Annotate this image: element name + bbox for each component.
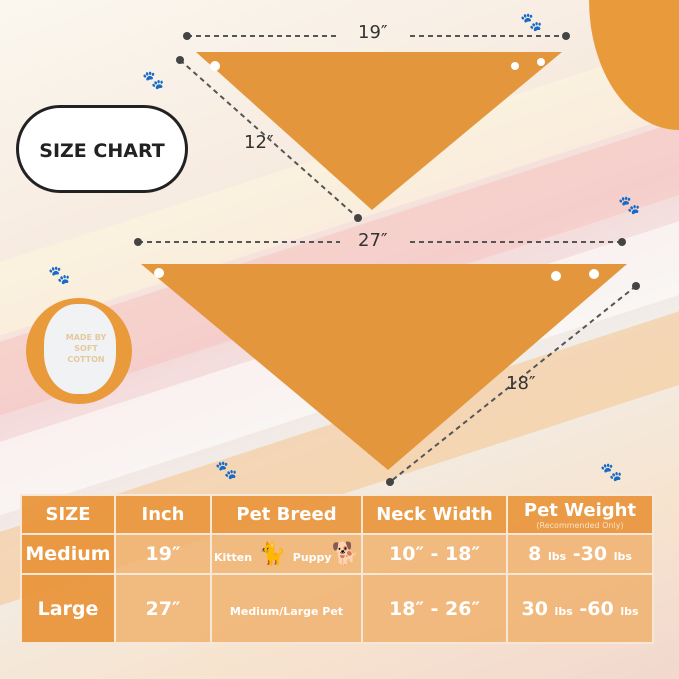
unit: lbs <box>554 604 573 618</box>
header-breed: Pet Breed <box>210 494 363 535</box>
size-cell: Large <box>20 573 116 644</box>
paw-icon: 🐾 <box>215 460 238 481</box>
size-chart-badge: SIZE CHART <box>16 105 188 193</box>
breed-cell: Kitten 🐈 Puppy🐕 <box>210 533 363 575</box>
header-size: SIZE <box>20 494 116 535</box>
breed-kitten: Kitten <box>214 550 253 564</box>
weight-min: 30 <box>521 597 548 620</box>
paw-icon: 🐾 <box>600 462 623 483</box>
size-cell: Medium <box>20 533 116 575</box>
paw-icon: 🐾 <box>48 265 71 286</box>
medium-width-label: 19″ <box>358 22 388 43</box>
table-row: Large 27″ Medium/Large Pet 18″ - 26″ 30 … <box>20 573 654 644</box>
large-height-label: 18″ <box>506 373 536 394</box>
breed-large: Medium/Large Pet <box>229 604 344 618</box>
neck-cell: 10″ - 18″ <box>361 533 508 575</box>
cotton-badge: MADE BY SOFT COTTON <box>26 298 132 404</box>
paw-icon: 🐾 <box>618 195 641 216</box>
weight-cell: 8 lbs -30 lbs <box>506 533 654 575</box>
large-bandana <box>141 264 627 470</box>
breed-puppy: Puppy <box>292 550 332 564</box>
weight-note: (Recommended Only) <box>536 520 624 530</box>
weight-title: Pet Weight <box>523 499 637 521</box>
breed-cell: Medium/Large Pet <box>210 573 363 644</box>
unit: lbs <box>620 604 639 618</box>
header-inch: Inch <box>114 494 212 535</box>
weight-max: -60 <box>579 597 614 620</box>
inch-cell: 27″ <box>114 573 212 644</box>
large-width-label: 27″ <box>358 230 388 251</box>
dog-icon: 🐕 <box>331 541 359 567</box>
header-weight: Pet Weight (Recommended Only) <box>506 494 654 535</box>
cat-icon: 🐈 <box>258 541 287 567</box>
neck-cell: 18″ - 26″ <box>361 573 508 644</box>
weight-min: 8 <box>528 543 542 565</box>
inch-cell: 19″ <box>114 533 212 575</box>
paw-icon: 🐾 <box>520 12 543 33</box>
unit: lbs <box>547 550 567 563</box>
badge-title: SIZE CHART <box>39 140 165 162</box>
unit: lbs <box>613 550 632 563</box>
table-row: Medium 19″ Kitten 🐈 Puppy🐕 10″ - 18″ 8 l… <box>20 533 654 575</box>
header-neck: Neck Width <box>361 494 508 535</box>
size-table: SIZE Inch Pet Breed Neck Width Pet Weigh… <box>20 494 654 644</box>
cotton-text: MADE BY SOFT COTTON <box>65 333 107 364</box>
weight-cell: 30 lbs -60 lbs <box>506 573 654 644</box>
medium-height-label: 12″ <box>244 132 274 153</box>
weight-max: -30 <box>572 543 608 565</box>
paw-icon: 🐾 <box>142 70 165 91</box>
table-header-row: SIZE Inch Pet Breed Neck Width Pet Weigh… <box>20 494 654 535</box>
cotton-icon <box>44 304 116 394</box>
medium-bandana <box>196 52 562 210</box>
